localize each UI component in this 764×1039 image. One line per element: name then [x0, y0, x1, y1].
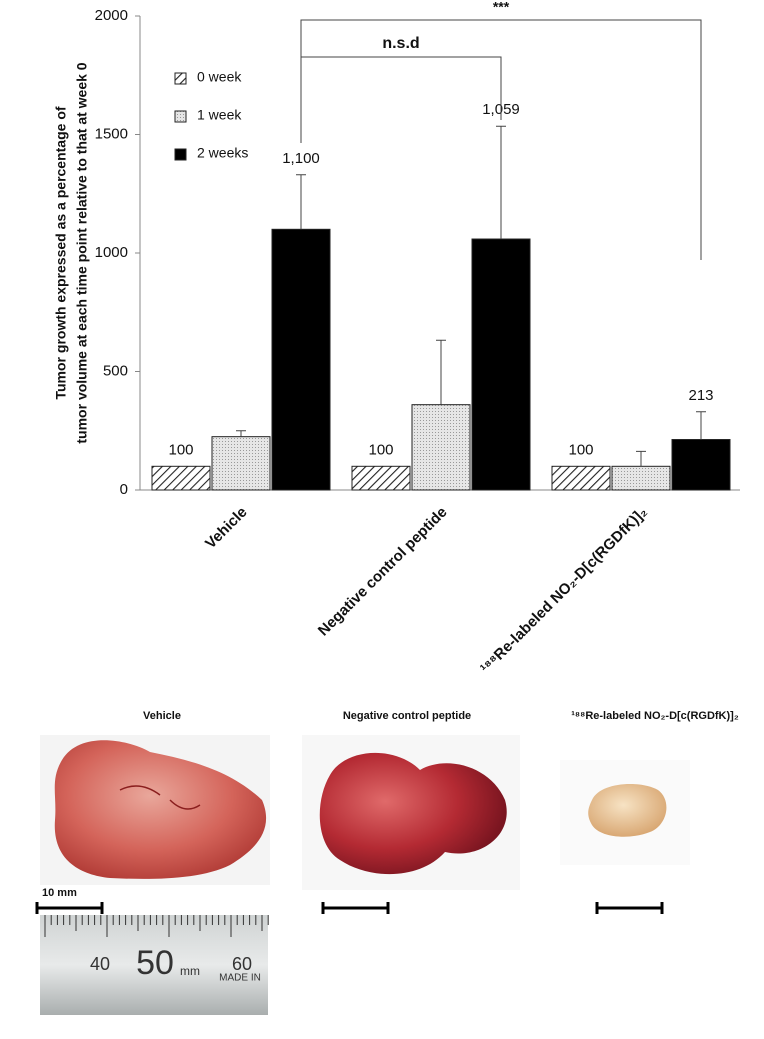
legend-label: 1 week	[197, 107, 242, 123]
photo-label: Vehicle	[143, 710, 181, 722]
error-bar	[296, 174, 306, 230]
y-tick-label: 0	[120, 481, 128, 498]
value-label: 100	[168, 441, 193, 458]
scale-bar	[595, 902, 664, 914]
tumor-photo	[319, 752, 507, 875]
x-tick-label: ¹⁸⁸Re-labeled NO₂-D[c(RGDfK)]₂	[477, 504, 650, 677]
legend-label: 0 week	[197, 69, 242, 85]
error-bar	[436, 339, 446, 405]
annotation: n.s.d	[382, 35, 419, 52]
ruler-text: MADE IN	[219, 973, 261, 984]
photo-panel: Vehicle Negative control peptide ¹⁸⁸Re-lab…	[35, 710, 739, 1015]
value-label: 100	[568, 441, 593, 458]
y-axis-label: tumor volume at each time point relative…	[74, 62, 90, 443]
y-tick-label: 1500	[95, 125, 128, 142]
ruler	[40, 915, 268, 1015]
bar-chart: 0 500 1000 1500 2000 Tumor growth expressed a…	[53, 0, 740, 677]
ruler-text: 40	[90, 954, 110, 974]
bar	[611, 465, 671, 491]
ruler-text: 60	[232, 954, 252, 974]
legend-swatch	[174, 72, 187, 85]
x-tick-label: Vehicle	[202, 504, 251, 553]
legend-swatch	[174, 110, 187, 123]
scale-bar	[35, 902, 104, 914]
photo-label: Negative control peptide	[343, 710, 471, 722]
scale-bar-label: 10 mm	[42, 887, 77, 899]
y-axis-label: Tumor growth expressed as a percentage o…	[53, 106, 69, 399]
error-bar	[636, 450, 646, 467]
value-label: 213	[688, 387, 713, 404]
bar	[271, 228, 331, 491]
y-tick-label: 2000	[95, 7, 128, 24]
scale-bar	[321, 902, 390, 914]
legend-label: 2 weeks	[197, 145, 248, 161]
value-label: 1,100	[282, 150, 320, 167]
photo-label: ¹⁸⁸Re-labeled NO₂-D[c(RGDfK)]₂	[571, 710, 739, 722]
bar	[211, 436, 271, 491]
ruler-text: mm	[180, 964, 200, 978]
annotation: ***	[493, 0, 510, 15]
value-label: 100	[368, 441, 393, 458]
bar	[151, 465, 211, 491]
y-tick-label: 1000	[95, 244, 128, 261]
bar	[351, 465, 411, 491]
x-tick-label: Negative control peptide	[315, 504, 451, 640]
bracket	[300, 19, 702, 260]
error-bar	[696, 411, 706, 440]
ruler-text: 50	[136, 944, 174, 982]
bar	[471, 238, 531, 491]
bar	[551, 465, 611, 491]
bracket	[300, 56, 502, 143]
error-bar	[236, 430, 246, 437]
tumor-photo	[54, 740, 267, 879]
legend-swatch	[174, 148, 187, 161]
vessel	[119, 785, 201, 810]
bar	[411, 404, 471, 491]
bar	[671, 439, 731, 491]
tumor-photo	[588, 784, 667, 837]
error-bar	[496, 125, 506, 240]
y-tick-label: 500	[103, 362, 128, 379]
